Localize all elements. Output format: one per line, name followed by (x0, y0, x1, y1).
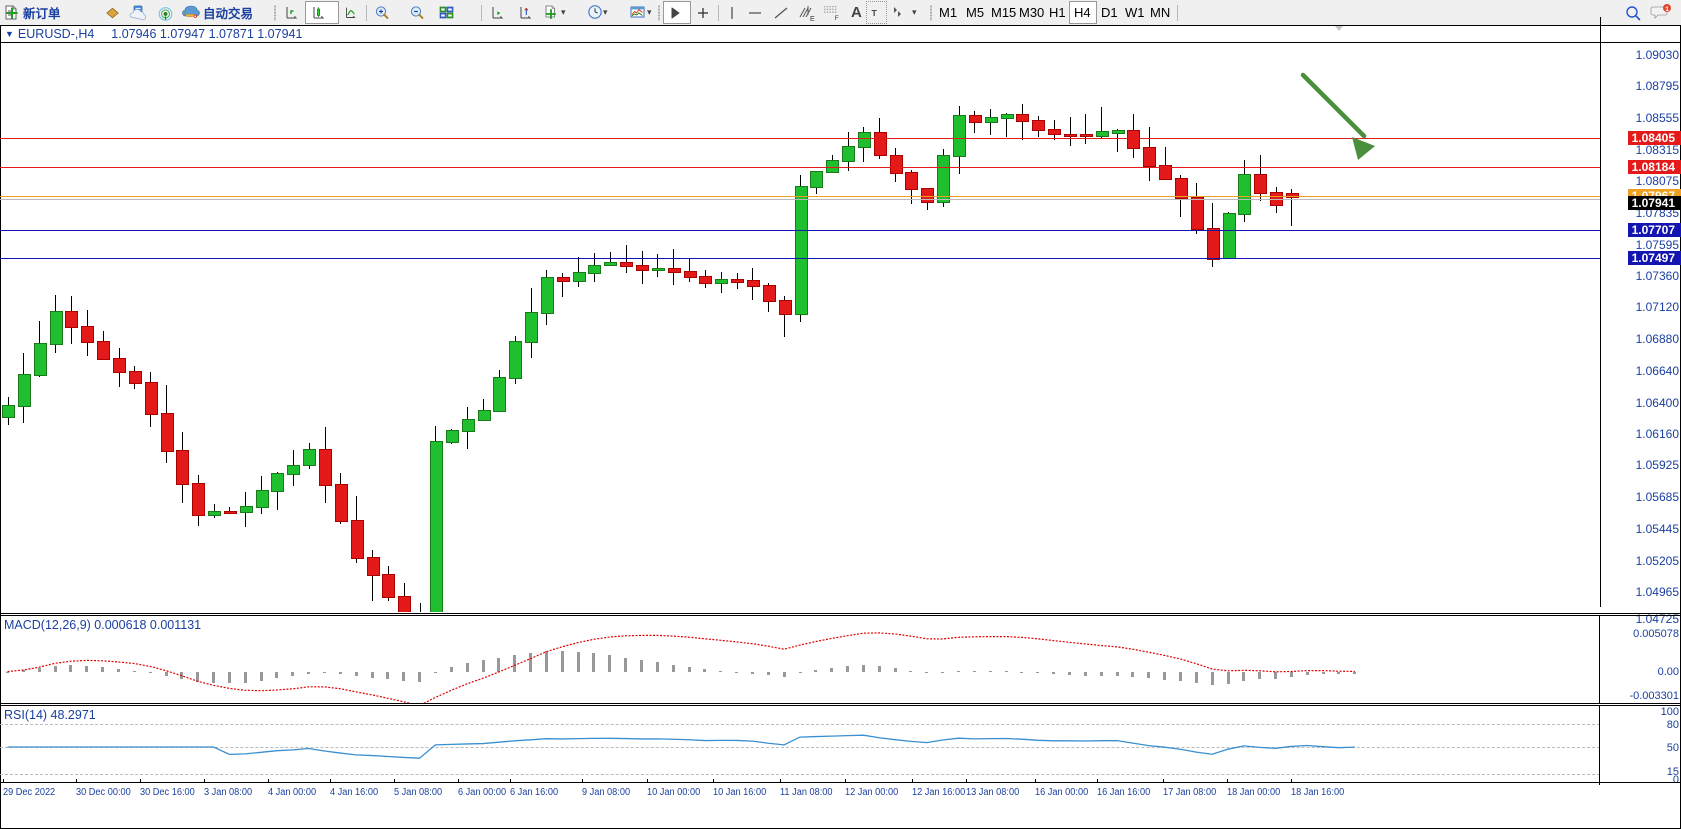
svg-text:T: T (871, 7, 877, 17)
svg-text:1: 1 (1665, 5, 1669, 12)
